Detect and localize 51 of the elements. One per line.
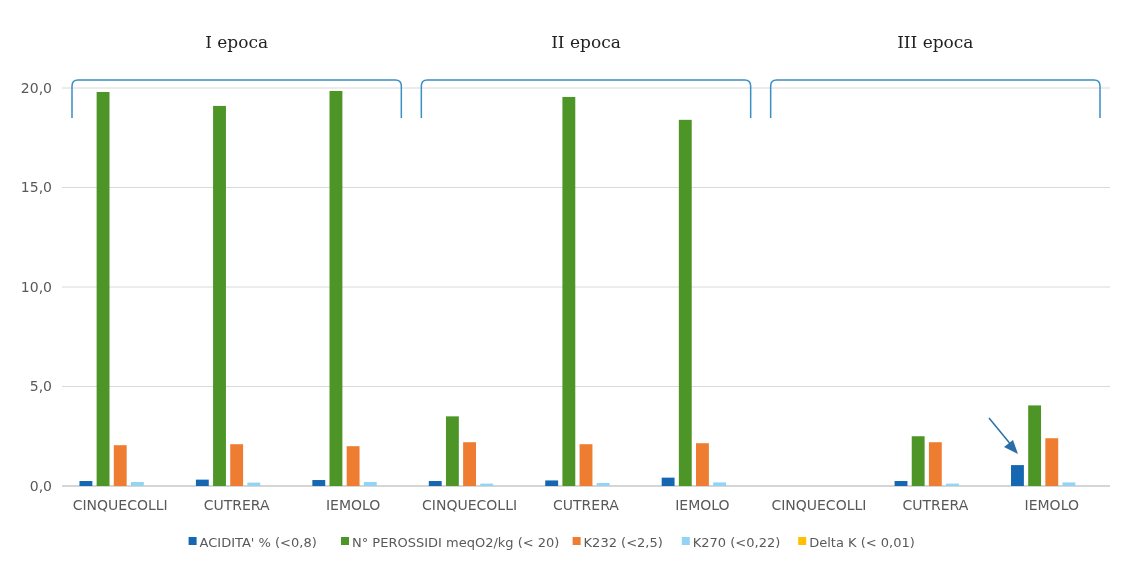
x-tick-label: IEMOLO: [675, 497, 730, 513]
text: II epoca: [551, 32, 621, 52]
x-tick-label: IEMOLO: [1024, 497, 1079, 513]
bar: [195, 479, 209, 486]
legend-label: K270 (<0,22): [692, 534, 781, 550]
bar: [213, 105, 226, 486]
bar: [661, 477, 675, 486]
bar: [545, 480, 559, 486]
y-tick-label: 10,0: [20, 278, 52, 295]
bar: [445, 416, 459, 486]
bar: [130, 482, 144, 486]
bar: [1062, 482, 1076, 486]
bar: [79, 481, 93, 486]
bar: [678, 119, 692, 486]
bar: [463, 442, 476, 486]
bar: [346, 446, 360, 486]
bar: [911, 436, 925, 486]
legend-label: K232 (<2,5): [583, 534, 663, 550]
y-tick-label: 15,0: [20, 179, 52, 196]
x-tick-label: CINQUECOLLI: [72, 497, 168, 513]
bar: [96, 91, 110, 486]
bar: [928, 442, 942, 486]
bar: [312, 480, 326, 486]
legend-label: ACIDITA' % (<0,8): [199, 534, 317, 550]
bar: [579, 444, 593, 486]
y-tick-label: 20,0: [20, 79, 52, 96]
bar: [230, 444, 244, 486]
x-tick-label: CINQUECOLLI: [771, 497, 867, 513]
x-tick-label: CUTRERA: [553, 497, 620, 513]
bar: [894, 481, 908, 486]
bar: [696, 443, 709, 486]
bar: [562, 96, 576, 486]
x-tick-label: IEMOLO: [325, 497, 381, 513]
bar: [713, 482, 727, 486]
y-tick-label: 5,0: [29, 378, 52, 395]
bar: [428, 481, 442, 486]
text: I epoca: [205, 32, 269, 52]
bar: [363, 482, 377, 486]
bar: [329, 90, 343, 486]
bar: [1045, 438, 1059, 486]
bar: [1028, 405, 1042, 486]
y-tick-label: 0,0: [29, 477, 52, 494]
x-tick-label: CUTRERA: [902, 497, 969, 513]
text: III epoca: [897, 32, 974, 52]
bar: [1011, 465, 1024, 486]
x-tick-label: CUTRERA: [203, 497, 271, 513]
x-tick-label: CINQUECOLLI: [422, 497, 518, 513]
bar: [113, 445, 127, 486]
legend-label: Delta K (< 0,01): [809, 534, 915, 550]
legend-label: N° PEROSSIDI meqO2/kg (< 20): [352, 534, 560, 550]
bar: [596, 483, 610, 486]
